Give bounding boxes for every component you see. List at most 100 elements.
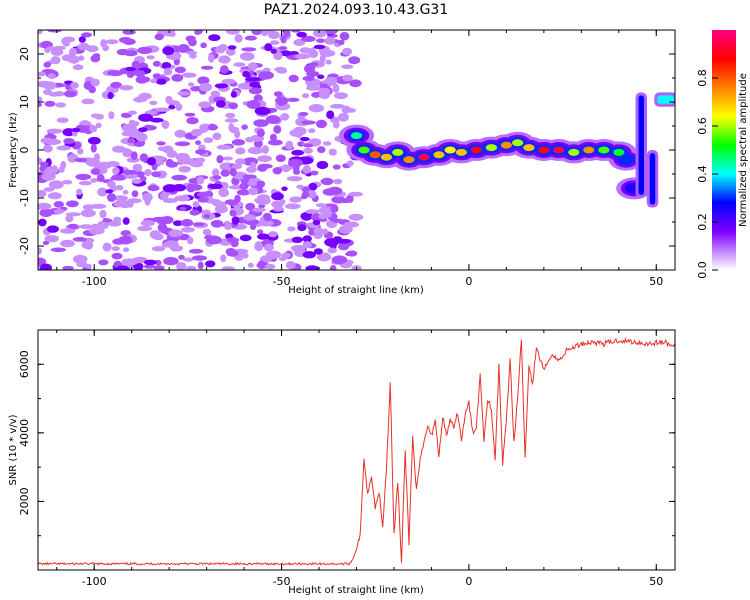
noise-speckle [348, 191, 363, 197]
noise-speckle [108, 111, 115, 120]
noise-speckle [287, 226, 296, 232]
noise-speckle [166, 161, 178, 168]
noise-speckle [331, 195, 346, 204]
noise-speckle [122, 217, 130, 225]
y-tick-label: 2000 [18, 487, 31, 515]
noise-speckle [322, 141, 332, 146]
y-tick-label: 0 [18, 147, 31, 154]
noise-speckle [256, 180, 265, 187]
noise-speckle [272, 167, 283, 175]
noise-speckle [291, 149, 304, 156]
noise-speckle [239, 52, 255, 61]
noise-speckle [268, 139, 283, 146]
noise-speckle [316, 38, 326, 43]
y-tick-label: 10 [18, 95, 31, 109]
noise-speckle [297, 141, 305, 147]
x-tick-label: -50 [273, 275, 291, 288]
noise-speckle [191, 128, 203, 137]
noise-speckle [231, 216, 240, 225]
noise-speckle [303, 143, 314, 148]
noise-speckle [304, 64, 316, 74]
noise-speckle [175, 152, 190, 162]
side-band [657, 95, 674, 104]
noise-speckle [79, 224, 94, 230]
noise-speckle [319, 49, 336, 57]
noise-speckle [44, 100, 56, 107]
noise-speckle [168, 229, 183, 238]
noise-speckle [131, 190, 139, 198]
noise-speckle [131, 60, 140, 69]
noise-speckle [235, 147, 246, 155]
noise-speckle [50, 48, 64, 56]
noise-speckle [125, 66, 136, 72]
noise-speckle [348, 56, 361, 65]
noise-speckle [187, 236, 194, 245]
x-tick-label: 0 [465, 575, 472, 588]
noise-speckle [139, 175, 147, 182]
carrier-track-point [358, 146, 370, 154]
noise-speckle [225, 112, 236, 119]
noise-speckle [239, 252, 249, 258]
carrier-track-point [392, 148, 404, 156]
noise-speckle [219, 65, 229, 74]
noise-speckle [192, 201, 200, 208]
noise-speckle [257, 155, 272, 163]
snr-frame [37, 329, 676, 571]
noise-speckle [151, 246, 166, 252]
noise-speckle [331, 255, 348, 265]
noise-speckle [221, 78, 236, 85]
noise-speckle [319, 83, 329, 89]
carrier-track-point [538, 146, 550, 154]
noise-speckle [149, 100, 158, 106]
noise-speckle [346, 250, 358, 257]
noise-speckle [325, 59, 332, 65]
noise-speckle [128, 119, 136, 126]
noise-speckle [99, 209, 107, 219]
noise-speckle [293, 38, 306, 47]
noise-speckle [200, 65, 214, 70]
noise-speckle [157, 146, 165, 151]
noise-speckle [81, 98, 95, 105]
noise-speckle [302, 165, 311, 174]
noise-speckle [161, 62, 172, 69]
noise-speckle [62, 265, 74, 270]
noise-speckle [46, 128, 63, 134]
noise-speckle [153, 265, 165, 270]
noise-speckle [258, 204, 266, 209]
noise-speckle [155, 259, 162, 266]
carrier-track-point [485, 144, 497, 152]
noise-speckle [119, 85, 134, 91]
figure-title: PAZ1.2024.093.10.43.G31 [264, 2, 449, 18]
noise-speckle [40, 263, 52, 270]
noise-speckle [111, 246, 120, 252]
noise-speckle [53, 209, 65, 214]
noise-speckle [245, 202, 256, 211]
noise-speckle [308, 182, 318, 191]
noise-speckle [302, 235, 312, 243]
noise-speckle [257, 164, 268, 172]
noise-speckle [319, 254, 332, 260]
noise-speckle [142, 192, 153, 202]
side-band [638, 95, 645, 195]
noise-speckle [346, 160, 354, 167]
noise-speckle [65, 215, 74, 223]
noise-speckle [189, 184, 203, 191]
noise-speckle [327, 247, 338, 254]
noise-speckle [198, 101, 212, 108]
noise-speckle [106, 161, 120, 167]
noise-speckle [61, 37, 69, 45]
noise-speckle [38, 71, 47, 77]
noise-speckle [285, 203, 301, 210]
noise-speckle [143, 264, 156, 269]
noise-speckle [303, 147, 314, 154]
noise-speckle [146, 55, 155, 60]
noise-speckle [121, 258, 138, 265]
noise-speckle [144, 197, 151, 206]
noise-speckle [205, 260, 216, 268]
noise-speckle [67, 223, 79, 230]
noise-speckle [216, 144, 232, 150]
carrier-track-point [598, 146, 610, 154]
noise-speckle [183, 257, 194, 262]
